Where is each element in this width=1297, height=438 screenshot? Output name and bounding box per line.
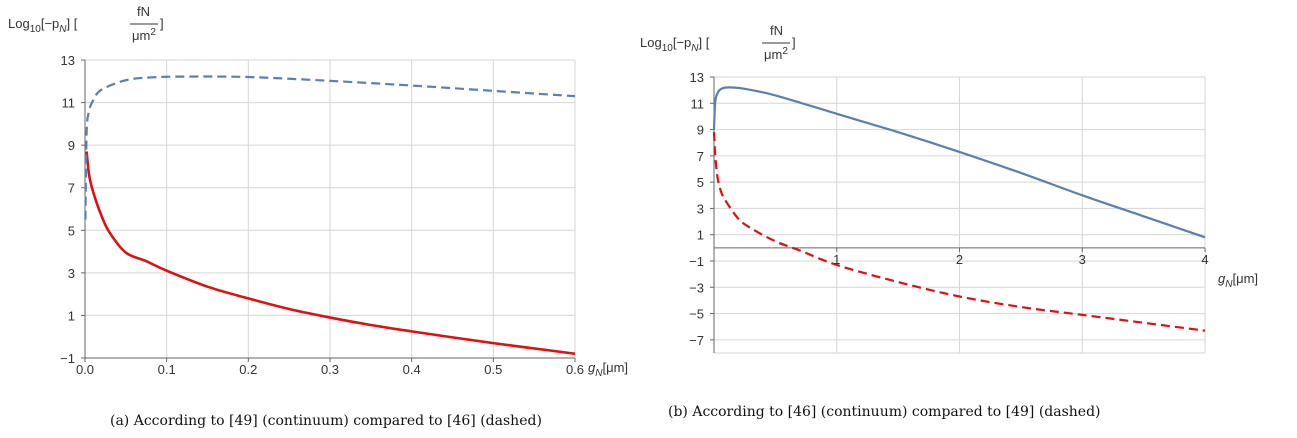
y-tick-label: 11 (691, 96, 705, 111)
x-tick-label: 0.4 (403, 362, 421, 377)
x-tick-label: 3 (1079, 252, 1086, 267)
chart-b-caption: (b) According to [46] (continuum) compar… (668, 404, 1101, 420)
y-tick-label: 3 (697, 201, 704, 216)
y-tick-label: 1 (68, 308, 75, 323)
chart-b-axes (710, 76, 1206, 353)
x-tick-label: 2 (956, 252, 963, 267)
chart-a-ylabel-denominator: μm2 (132, 27, 156, 43)
x-tick-label: 1 (833, 252, 840, 267)
y-tick-label: 11 (62, 96, 76, 111)
chart-b-series (712, 86, 1206, 332)
series-line-solid (712, 86, 1206, 239)
chart-a-grid (84, 59, 576, 359)
chart-b-grid (714, 76, 1206, 354)
x-tick-label: 0.2 (239, 362, 257, 377)
x-tick-label: 0.1 (158, 362, 176, 377)
x-tick-label: 0.5 (484, 362, 502, 377)
x-tick-label: 4 (1201, 252, 1208, 267)
y-tick-label: 1 (697, 228, 704, 243)
y-tick-label: 7 (68, 181, 75, 196)
y-tick-label: 9 (697, 123, 704, 138)
chart-b-ylabel-numerator: fN (770, 23, 783, 38)
chart-b-xlabel: gN[μm] (1218, 271, 1258, 290)
y-tick-label: 13 (690, 70, 704, 85)
series-line-solid (85, 151, 576, 356)
chart-a-ylabel: Log10[−pN] [ (8, 16, 78, 35)
x-tick-label: 0.0 (76, 362, 94, 377)
chart-b-ylabel-denominator: μm2 (764, 46, 788, 62)
chart-a-axes (81, 59, 576, 362)
y-tick-label: −1 (689, 254, 704, 269)
series-line-dashed (712, 132, 1206, 332)
x-tick-label: 0.3 (321, 362, 339, 377)
y-tick-label: −5 (689, 307, 704, 322)
y-tick-label: 7 (697, 149, 704, 164)
x-tick-label: 0.6 (566, 362, 584, 377)
y-tick-label: 5 (697, 175, 704, 190)
chart-a-ylabel-numerator: fN (137, 4, 150, 19)
y-tick-label: −7 (689, 333, 704, 348)
chart-b: 13 11 9 7 5 3 1 −1 −3 −5 −7 1 2 3 4 Log10[−pN] [ fN μm… (640, 23, 1258, 420)
y-tick-label: 3 (68, 266, 75, 281)
chart-a-series (84, 75, 576, 356)
y-tick-label: 5 (68, 223, 75, 238)
chart-a-ylabel-close: ] (160, 16, 164, 31)
y-tick-label: 13 (61, 53, 75, 68)
series-line-dashed (84, 75, 576, 220)
y-tick-label: −1 (60, 351, 75, 366)
chart-a-xlabel: gN[μm] (588, 360, 628, 379)
chart-b-ylabel: Log10[−pN] [ (640, 35, 710, 54)
y-tick-label: −3 (689, 280, 704, 295)
chart-b-ylabel-close: ] (792, 35, 796, 50)
y-tick-label: 9 (68, 138, 75, 153)
chart-b-tick-labels: 13 11 9 7 5 3 1 −1 −3 −5 −7 1 2 3 4 (689, 70, 1208, 348)
chart-a-caption: (a) According to [49] (continuum) compar… (110, 413, 542, 429)
